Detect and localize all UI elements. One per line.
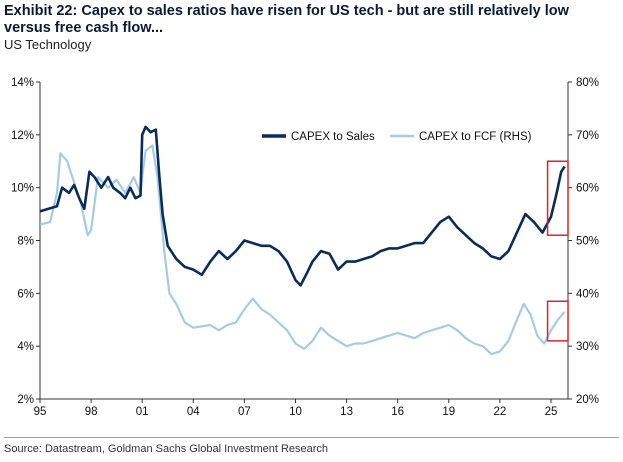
y-left-tick-label: 8% (17, 236, 34, 248)
y-right-tick-label: 60% (576, 183, 599, 195)
y-left-tick-label: 14% (11, 77, 34, 89)
y-left-tick-label: 6% (17, 288, 34, 300)
x-tick-label: 07 (238, 406, 251, 418)
highlight-box-capex-fcf (546, 300, 569, 342)
x-tick-label: 16 (391, 406, 404, 418)
x-tick-label: 25 (545, 406, 558, 418)
source-note: Source: Datastream, Goldman Sachs Global… (4, 443, 329, 455)
y-left-tick-label: 10% (11, 183, 34, 195)
y-right-tick-label: 20% (576, 394, 599, 406)
y-left-tick-label: 12% (11, 130, 34, 142)
x-tick-label: 19 (442, 406, 455, 418)
chart-legend: CAPEX to Sales CAPEX to FCF (RHS) (262, 131, 532, 143)
x-axis-ticks: 95 98 01 04 07 10 13 16 19 22 25 (34, 399, 558, 418)
y-left-tick-label: 2% (17, 394, 34, 406)
highlight-box-capex-sales (546, 160, 569, 236)
y-right-tick-label: 30% (576, 341, 599, 353)
x-tick-label: 22 (493, 406, 506, 418)
legend-label-capex-fcf: CAPEX to FCF (RHS) (419, 131, 532, 143)
y-right-tick-label: 80% (576, 77, 599, 89)
x-tick-label: 95 (34, 406, 47, 418)
highlight-boxes (546, 160, 569, 342)
x-tick-label: 01 (136, 406, 149, 418)
y-right-tick-label: 50% (576, 236, 599, 248)
y-right-tick-label: 40% (576, 288, 599, 300)
y-left-tick-label: 4% (17, 341, 34, 353)
legend-label-capex-sales: CAPEX to Sales (291, 131, 375, 143)
chart-title: Exhibit 22: Capex to sales ratios have r… (4, 3, 569, 36)
y-axis-right: 20% 30% 40% 50% 60% 70% 80% (568, 77, 599, 406)
y-axis-left: 2% 4% 6% 8% 10% 12% 14% (11, 77, 40, 406)
x-tick-label: 10 (289, 406, 302, 418)
series-lines (39, 125, 566, 356)
x-tick-label: 04 (187, 406, 200, 418)
x-tick-label: 98 (85, 406, 98, 418)
chart-subtitle: US Technology (4, 37, 92, 52)
series-line-capex-fcf (39, 144, 566, 356)
y-right-tick-label: 70% (576, 130, 599, 142)
footer-divider (4, 437, 619, 438)
series-line-capex-sales (39, 125, 566, 287)
x-tick-label: 13 (340, 406, 353, 418)
